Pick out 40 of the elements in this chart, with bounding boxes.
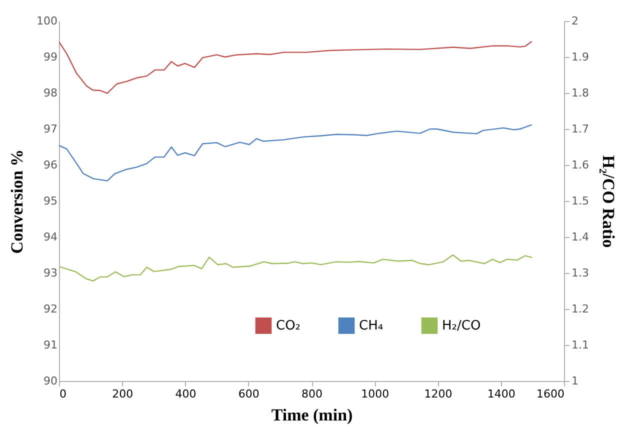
x-tick-label: 0 <box>60 388 66 400</box>
y-tick-label: 90 <box>44 374 58 388</box>
y2-tick-label: 2 <box>572 14 578 28</box>
x-tick-label: 1200 <box>424 388 452 400</box>
line-series <box>59 124 532 182</box>
y2-axis-title: H₂/CO Ratio <box>598 155 618 248</box>
y2-tick-label: 1.1 <box>572 338 589 352</box>
y2-tick-label: 1.2 <box>572 302 589 316</box>
y-tick-label: 93 <box>44 266 58 280</box>
x-tick-label: 1000 <box>361 388 390 400</box>
y2-tick-label: 1 <box>572 374 578 388</box>
y-tick-label: 94 <box>44 230 58 244</box>
legend-label: CH₄ <box>359 318 384 334</box>
y-tick-label: 97 <box>44 122 58 136</box>
legend-label: CO₂ <box>276 318 301 334</box>
y-tick-label: 98 <box>44 86 58 100</box>
line-series <box>59 40 532 94</box>
y-tick-label: 92 <box>44 302 58 316</box>
y2-tick-label: 1.7 <box>572 122 589 136</box>
y2-tick-label: 1.3 <box>572 266 589 280</box>
y-tick-label: 96 <box>44 158 58 172</box>
x-tick-label: 400 <box>175 388 196 400</box>
y2-tick-label: 1.4 <box>572 230 589 244</box>
y2-tick-label: 1.9 <box>572 50 589 64</box>
y2-tick-label: 1.5 <box>572 194 589 208</box>
x-tick-label: 200 <box>112 388 134 400</box>
y-tick-label: 95 <box>44 194 58 208</box>
x-axis-title: Time (min) <box>271 406 353 424</box>
x-tick-label: 1600 <box>536 388 564 400</box>
x-tick-label: 800 <box>302 388 322 400</box>
y-tick-label: 100 <box>36 14 58 28</box>
y2-tick-label: 1.8 <box>572 86 589 100</box>
y-axis-title: Conversion % <box>8 149 27 254</box>
x-tick-label: 1400 <box>487 388 516 400</box>
line-series <box>59 254 533 282</box>
legend-label: H₂/CO <box>442 318 481 334</box>
x-tick-label: 600 <box>238 388 260 400</box>
y-tick-label: 91 <box>44 338 58 352</box>
y2-tick-label: 1.6 <box>572 158 589 172</box>
y-tick-label: 99 <box>44 50 58 64</box>
